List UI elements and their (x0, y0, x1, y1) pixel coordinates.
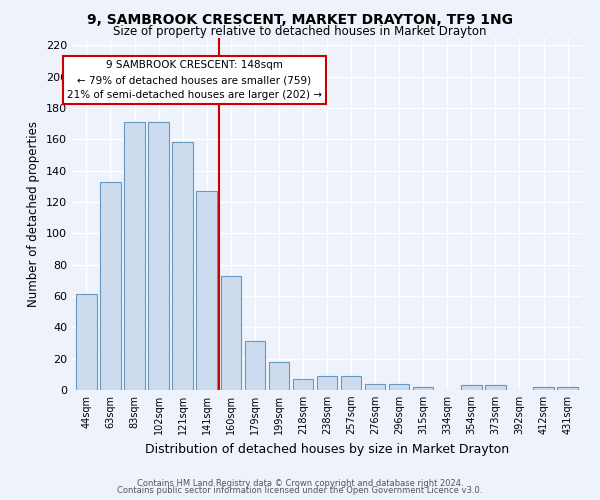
Text: 9 SAMBROOK CRESCENT: 148sqm
← 79% of detached houses are smaller (759)
21% of se: 9 SAMBROOK CRESCENT: 148sqm ← 79% of det… (67, 60, 322, 100)
Text: Size of property relative to detached houses in Market Drayton: Size of property relative to detached ho… (113, 25, 487, 38)
Bar (293, 379, 313, 390)
Bar (341, 376, 361, 390)
Text: Contains public sector information licensed under the Open Government Licence v3: Contains public sector information licen… (118, 486, 482, 495)
Text: Contains HM Land Registry data © Crown copyright and database right 2024.: Contains HM Land Registry data © Crown c… (137, 478, 463, 488)
Bar (485, 386, 506, 390)
Bar (461, 386, 482, 390)
Bar (269, 362, 289, 390)
Bar (148, 122, 169, 390)
Bar (557, 387, 578, 390)
Y-axis label: Number of detached properties: Number of detached properties (28, 120, 40, 306)
Bar (365, 384, 385, 390)
Bar (76, 294, 97, 390)
Bar (196, 191, 217, 390)
Bar (100, 182, 121, 390)
Text: 9, SAMBROOK CRESCENT, MARKET DRAYTON, TF9 1NG: 9, SAMBROOK CRESCENT, MARKET DRAYTON, TF… (87, 12, 513, 26)
Bar (317, 376, 337, 390)
Bar (172, 142, 193, 390)
X-axis label: Distribution of detached houses by size in Market Drayton: Distribution of detached houses by size … (145, 442, 509, 456)
Bar (413, 387, 433, 390)
Bar (221, 276, 241, 390)
Bar (245, 342, 265, 390)
Bar (124, 122, 145, 390)
Bar (389, 384, 409, 390)
Bar (533, 387, 554, 390)
